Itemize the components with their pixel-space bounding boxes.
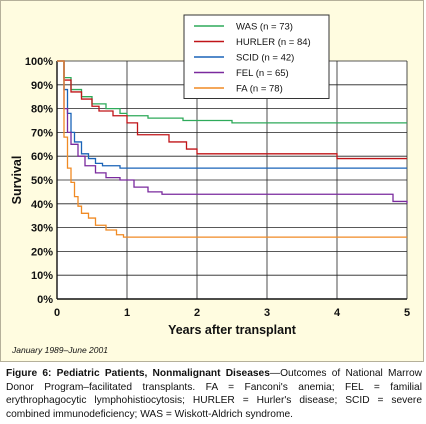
y-tick-label: 50% <box>31 175 53 187</box>
series-line <box>57 60 407 169</box>
y-tick-label: 70% <box>31 127 53 139</box>
y-tick-label: 40% <box>31 199 53 211</box>
y-tick-label: 20% <box>31 246 53 258</box>
legend-label: FA (n = 78) <box>236 84 283 95</box>
figure-caption: Figure 6: Pediatric Patients, Nonmaligna… <box>6 367 422 421</box>
x-tick-label: 5 <box>404 307 410 319</box>
legend-label: HURLER (n = 84) <box>236 37 311 48</box>
series-line <box>57 60 408 204</box>
figure-panel: 0% 10% 20% 30% 40% 50% 60% 70% 80% 90% 100% 0 1 2 3 4 5 Y… <box>0 0 424 362</box>
x-tick-label: 2 <box>194 307 200 319</box>
y-axis-label: Survival <box>10 156 24 205</box>
survival-chart: 0% 10% 20% 30% 40% 50% 60% 70% 80% 90% 100% 0 1 2 3 4 5 Y… <box>10 14 410 337</box>
caption-title: Figure 6: Pediatric Patients, Nonmaligna… <box>6 368 270 379</box>
legend-label: WAS (n = 73) <box>236 22 293 33</box>
x-tick-label: 1 <box>124 307 130 319</box>
legend-label: FEL (n = 65) <box>236 68 289 79</box>
caption-text: —Outcomes of National Marrow Donor Progr… <box>6 368 422 420</box>
series-line <box>57 60 407 238</box>
y-tick-label: 0% <box>37 294 53 306</box>
x-tick-label: 0 <box>54 307 60 319</box>
y-tick-label: 90% <box>31 80 53 92</box>
date-range-note: January 1989–June 2001 <box>12 345 108 355</box>
y-tick-label: 30% <box>31 223 53 235</box>
legend-label: SCID (n = 42) <box>236 53 294 64</box>
series-line <box>57 60 407 160</box>
y-tick-label: 100% <box>25 56 53 68</box>
y-tick-label: 60% <box>31 151 53 163</box>
y-tick-label: 10% <box>31 270 53 282</box>
x-axis-label: Years after transplant <box>168 323 297 337</box>
x-tick-label: 3 <box>264 307 270 319</box>
y-tick-label: 80% <box>31 104 53 116</box>
x-tick-label: 4 <box>334 307 341 319</box>
